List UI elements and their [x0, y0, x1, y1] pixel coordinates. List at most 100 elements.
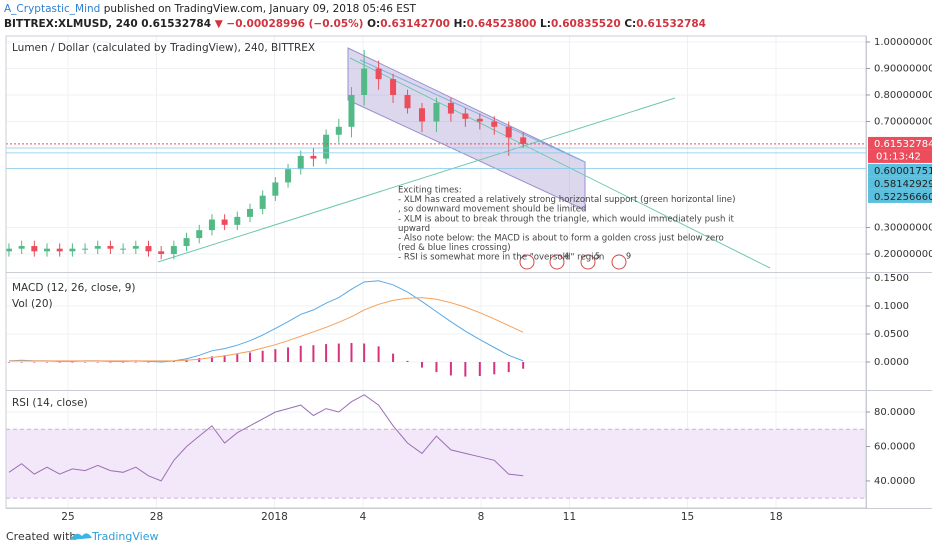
- candle-body: [433, 102, 440, 122]
- rsi-band: [6, 429, 866, 499]
- histogram-bar: [377, 346, 380, 363]
- histogram-bar: [274, 349, 277, 363]
- symbol: BITTREX:XLMUSD, 240: [4, 18, 138, 30]
- candle-body: [505, 126, 512, 138]
- published: published on TradingView.com, January 09…: [103, 3, 416, 15]
- data-layer: [5, 49, 866, 482]
- y-tick-label: 0.90000000: [874, 63, 932, 74]
- y-tick-label: 0.70000000: [874, 116, 932, 127]
- candle-body: [246, 208, 253, 217]
- candle-body: [183, 238, 190, 247]
- l: 0.60835520: [550, 18, 621, 30]
- logo: [70, 533, 92, 540]
- macd-title: MACD (12, 26, close, 9): [12, 282, 135, 294]
- level-label: 0.58142929: [874, 179, 932, 190]
- y-tick-label: 0.0500: [874, 329, 909, 340]
- x-tick-label: 15: [681, 511, 694, 523]
- candle-body: [310, 155, 317, 159]
- y-tick-label: 0.1500: [874, 273, 909, 284]
- candle-body: [94, 246, 101, 249]
- histogram-bar: [71, 362, 74, 363]
- histogram-bar: [198, 358, 201, 363]
- candle-body: [418, 108, 425, 122]
- macd-line: [9, 297, 524, 362]
- frame: [5, 35, 932, 509]
- histogram-bar: [210, 356, 213, 363]
- event-icon[interactable]: [611, 254, 627, 270]
- footer-brand[interactable]: TradingView: [91, 530, 158, 543]
- candle-body: [462, 113, 469, 119]
- candle-body: [31, 246, 38, 252]
- annotation: upward: [398, 224, 430, 234]
- y-tick-label: 80.0000: [874, 407, 915, 418]
- y-tick-label: 0.20000000: [874, 249, 932, 260]
- rsi-line: [8, 394, 524, 482]
- candle-body: [5, 248, 12, 252]
- histogram-bar: [350, 342, 353, 363]
- histogram-bar: [493, 362, 496, 375]
- y-tick-label: 1.00000000: [874, 37, 932, 48]
- footer: Created with TradingView: [6, 530, 158, 543]
- y-tick-label: 40.0000: [874, 476, 915, 487]
- candle-body: [120, 248, 127, 250]
- event-icon[interactable]: [519, 254, 535, 270]
- header-line-1: A_Cryptastic_Mind published on TradingVi…: [4, 2, 928, 17]
- x-tick-label: 8: [478, 511, 485, 523]
- candle-body: [158, 251, 165, 254]
- c: 0.61532784: [636, 18, 706, 30]
- o: 0.63142700: [380, 18, 450, 30]
- candle-body: [132, 246, 139, 249]
- histogram-bar: [392, 353, 395, 363]
- trend-line: [359, 59, 586, 163]
- histogram-bar: [478, 362, 481, 377]
- histogram-bar: [337, 343, 340, 363]
- candle-body: [18, 246, 25, 249]
- candle-body: [323, 134, 330, 159]
- main-title: Lumen / Dollar (calculated by TradingVie…: [12, 42, 315, 54]
- level-box: [868, 163, 932, 177]
- event-icon[interactable]: [580, 254, 596, 270]
- candle-body: [259, 195, 266, 209]
- y-tick-label: 0.1000: [874, 301, 909, 312]
- histogram-bar: [325, 344, 328, 363]
- header: A_Cryptastic_Mind published on TradingVi…: [4, 2, 928, 32]
- candle-body: [196, 230, 203, 239]
- histogram-bar: [223, 355, 226, 363]
- grid-layer: [6, 36, 866, 508]
- y-tick-label: 0.0000: [874, 357, 909, 368]
- histogram-bar: [84, 362, 87, 363]
- trend-line: [157, 97, 676, 263]
- candle-body: [234, 216, 241, 225]
- x-tick-label: 28: [150, 511, 163, 523]
- change: ▼ −0.00028996 (−0.05%): [214, 18, 364, 30]
- author[interactable]: A_Cryptastic_Mind: [4, 3, 101, 15]
- event-icon[interactable]: [549, 254, 565, 270]
- histogram-bar: [406, 360, 409, 363]
- histogram-bar: [522, 362, 525, 369]
- y-tick-label: 0.30000000: [874, 222, 932, 233]
- drawings: [157, 47, 771, 269]
- annotation: - XLM is about to break through the tria…: [398, 214, 735, 224]
- candle-body: [491, 121, 498, 127]
- histogram-bar: [172, 361, 175, 363]
- annotation: (red & blue lines crossing): [398, 243, 511, 253]
- annotation: - XLM has created a relatively strong ho…: [398, 195, 735, 205]
- candle-body: [107, 246, 114, 249]
- x-tick-label: 25: [61, 511, 74, 523]
- candle-body: [272, 182, 279, 196]
- histogram-bar: [312, 345, 315, 363]
- histogram-bar: [96, 362, 99, 363]
- candle-body: [44, 248, 51, 252]
- level-label: 0.52256660: [874, 192, 932, 203]
- candle-body: [375, 68, 382, 80]
- histogram-bar: [507, 362, 510, 373]
- histogram-bar: [20, 362, 23, 363]
- candle-body: [404, 94, 411, 109]
- histogram-bar: [449, 362, 452, 376]
- y-tick-label: 0.80000000: [874, 90, 932, 101]
- annotation: - RSI is somewhat more in the "oversold"…: [398, 253, 604, 263]
- histogram-bar: [122, 362, 125, 363]
- timer-box: [868, 149, 932, 163]
- candle-body: [476, 118, 483, 122]
- level-box: [868, 189, 932, 203]
